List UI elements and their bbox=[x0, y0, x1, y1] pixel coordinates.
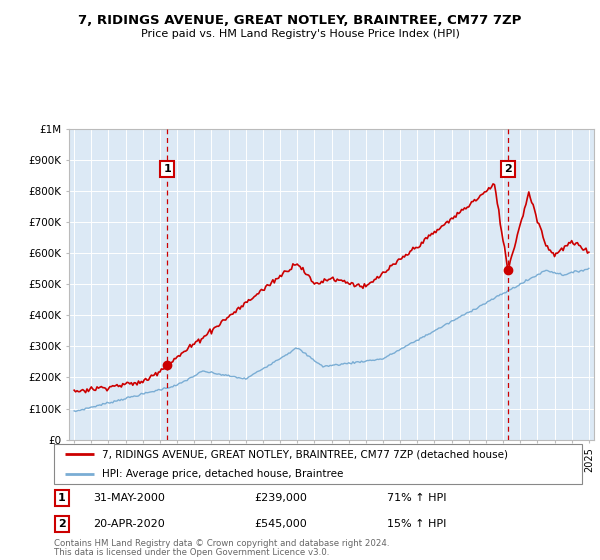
Text: £545,000: £545,000 bbox=[254, 519, 307, 529]
Text: This data is licensed under the Open Government Licence v3.0.: This data is licensed under the Open Gov… bbox=[54, 548, 329, 557]
Text: 20-APR-2020: 20-APR-2020 bbox=[94, 519, 166, 529]
Text: 2: 2 bbox=[504, 164, 512, 174]
Text: 15% ↑ HPI: 15% ↑ HPI bbox=[386, 519, 446, 529]
FancyBboxPatch shape bbox=[54, 444, 582, 484]
Text: 1: 1 bbox=[163, 164, 171, 174]
Text: Contains HM Land Registry data © Crown copyright and database right 2024.: Contains HM Land Registry data © Crown c… bbox=[54, 539, 389, 548]
Text: 1: 1 bbox=[58, 493, 66, 503]
Text: 31-MAY-2000: 31-MAY-2000 bbox=[94, 493, 166, 503]
Text: 71% ↑ HPI: 71% ↑ HPI bbox=[386, 493, 446, 503]
Text: 2: 2 bbox=[58, 519, 66, 529]
Text: Price paid vs. HM Land Registry's House Price Index (HPI): Price paid vs. HM Land Registry's House … bbox=[140, 29, 460, 39]
Text: HPI: Average price, detached house, Braintree: HPI: Average price, detached house, Brai… bbox=[101, 469, 343, 479]
Text: 7, RIDINGS AVENUE, GREAT NOTLEY, BRAINTREE, CM77 7ZP (detached house): 7, RIDINGS AVENUE, GREAT NOTLEY, BRAINTR… bbox=[101, 449, 508, 459]
Text: £239,000: £239,000 bbox=[254, 493, 308, 503]
Text: 7, RIDINGS AVENUE, GREAT NOTLEY, BRAINTREE, CM77 7ZP: 7, RIDINGS AVENUE, GREAT NOTLEY, BRAINTR… bbox=[79, 14, 521, 27]
